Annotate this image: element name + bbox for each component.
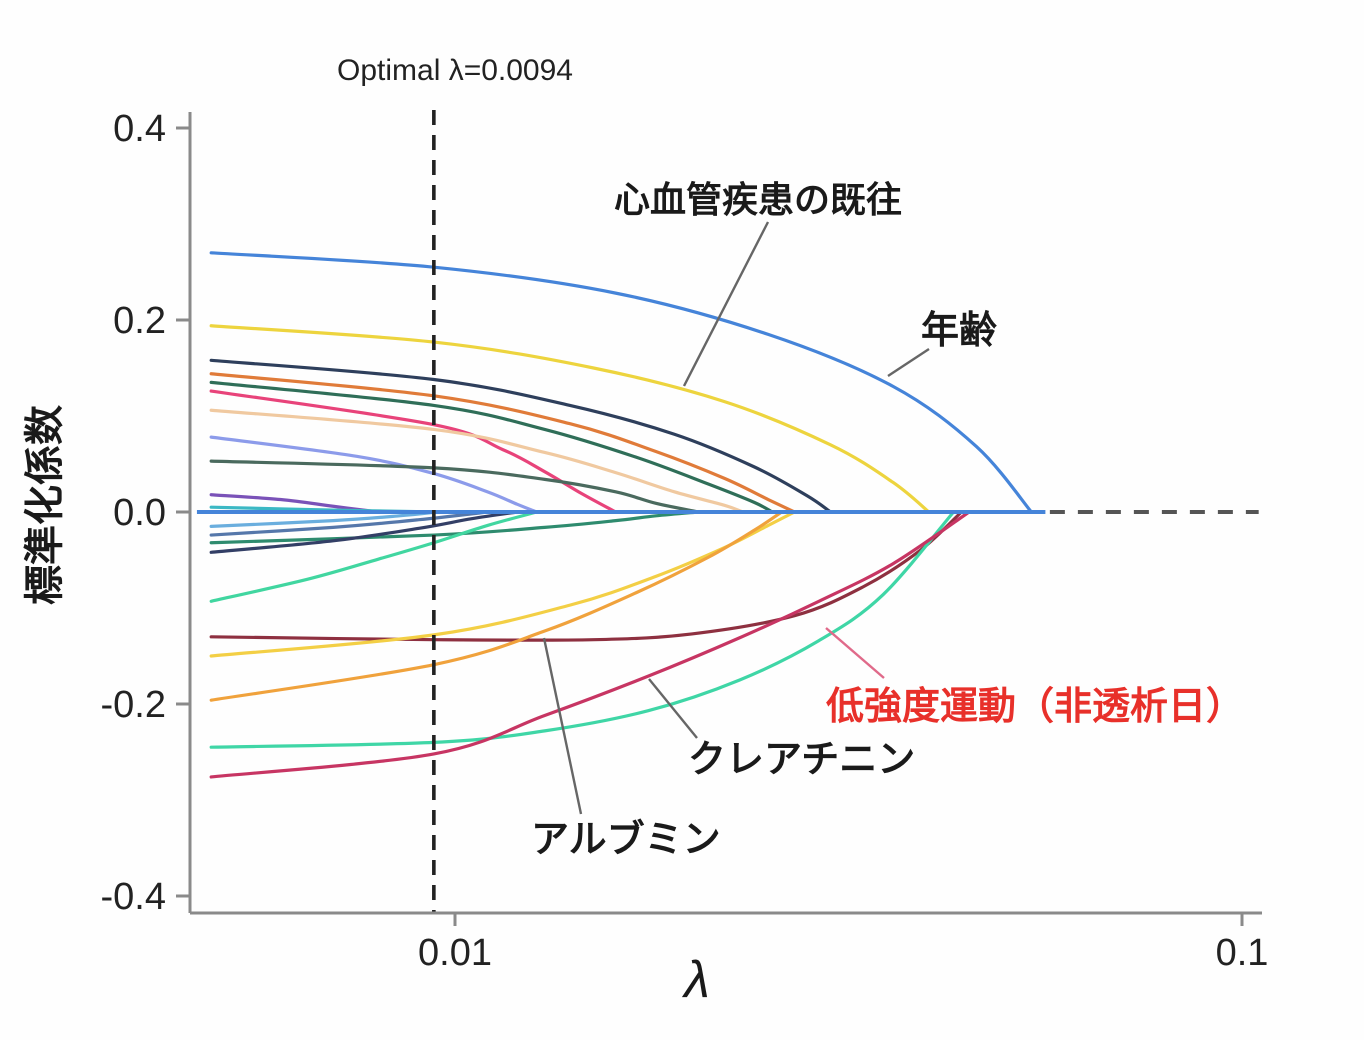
y-tick-label: 0.4 (113, 108, 166, 150)
coefficient-path-age (209, 251, 1033, 514)
coefficient-path-positive-navy (209, 358, 833, 514)
annotation-label-cvd-history: 心血管疾患の既往 (614, 179, 902, 220)
x-tick-label: 0.1 (1216, 932, 1269, 974)
coefficient-path-positive-slategreen (209, 459, 701, 514)
coefficient-path-albumin (209, 510, 963, 642)
annotation-label-low-intensity-exercise: 低強度運動（非透析日） (826, 686, 1244, 728)
coefficient-path-negative-navy (209, 510, 519, 554)
coefficient-path-positive-orange (209, 372, 797, 514)
coefficient-path-cvd-history (209, 324, 931, 514)
coefficient-path-positive-periwinkle (209, 435, 539, 514)
coefficient-path-low-intensity-exercise (209, 510, 956, 749)
coefficient-path-creatinine (209, 510, 971, 779)
optimal-lambda-label: Optimal λ=0.0094 (337, 54, 573, 87)
y-axis-title: 標準化係数 (23, 405, 67, 605)
annotation-label-age: 年齢 (921, 310, 997, 352)
coefficient-path-positive-peach (209, 408, 745, 514)
y-tick-label: 0.2 (113, 300, 166, 342)
coefficient-path-positive-pink (209, 389, 618, 514)
y-tick-label: -0.2 (101, 684, 166, 726)
x-axis-title: λ (681, 951, 710, 1009)
reference-lines (196, 110, 1259, 913)
annotation-leader-albumin (542, 637, 583, 815)
coefficient-path-negative-yellow (209, 510, 797, 658)
annotation-leader-low-intensity-exercise (825, 627, 885, 679)
annotation-leader-cvd-history (682, 221, 770, 387)
y-tick-label: -0.4 (101, 876, 166, 918)
axes: 0.4 0.2 0.0 -0.2 -0.4 0.01 0.1 標準化係数 λ Optimal λ=… (23, 54, 1268, 1009)
x-tick-label: 0.01 (418, 932, 492, 974)
annotation-leader-age (887, 347, 930, 378)
annotation-label-creatinine: クレアチニン (688, 739, 915, 781)
coefficient-curves (209, 251, 1033, 779)
annotation-leader-creatinine (648, 678, 698, 739)
coefficient-path-positive-darkteal (209, 380, 774, 514)
coefficient-path-negative-steelblue (209, 510, 490, 537)
y-tick-label: 0.0 (113, 492, 166, 534)
coefficient-path-negative-orange (209, 510, 784, 702)
coefficient-path-negative-lightblue (209, 510, 440, 528)
coefficient-path-negative-springgreen (209, 510, 539, 603)
annotation-label-albumin: アルブミン (531, 818, 721, 861)
